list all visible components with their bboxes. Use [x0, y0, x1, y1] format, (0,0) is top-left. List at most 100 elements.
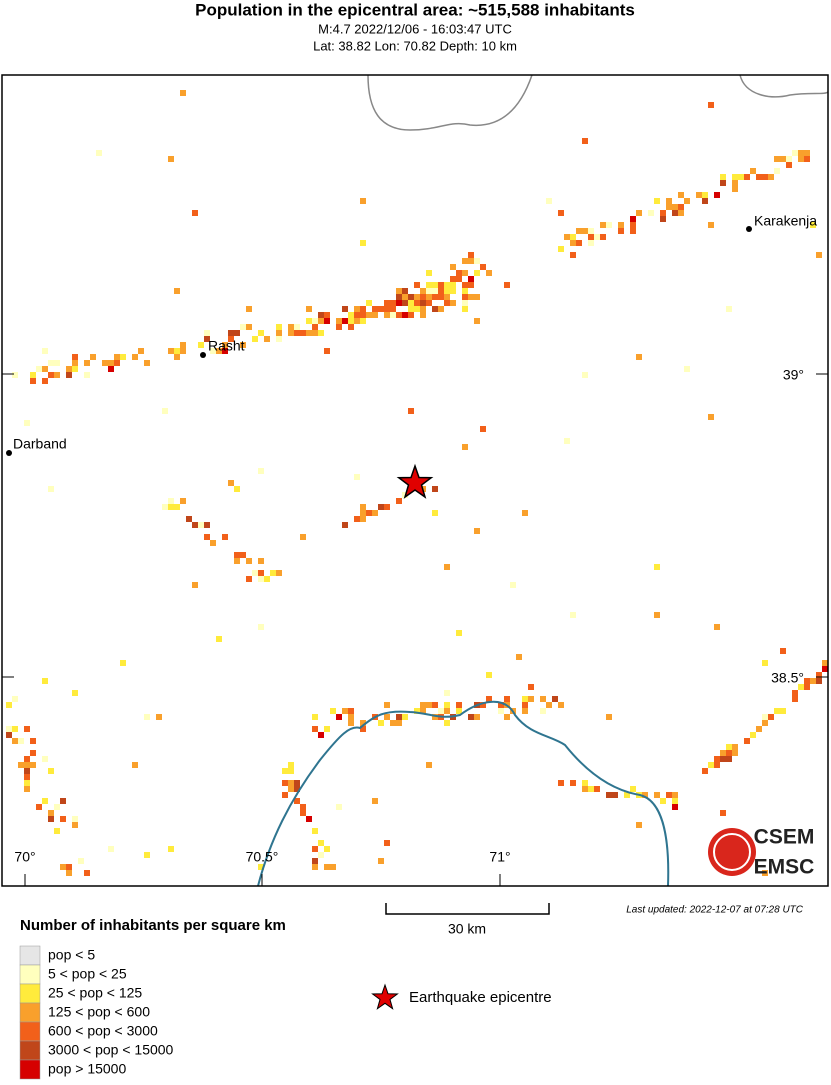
population-cell — [240, 552, 246, 558]
population-cell — [426, 294, 432, 300]
population-cell — [462, 258, 468, 264]
population-cell — [444, 282, 450, 288]
population-cell — [408, 294, 414, 300]
population-cell — [318, 330, 324, 336]
population-cell — [438, 708, 444, 714]
population-cell — [456, 702, 462, 708]
population-cell — [594, 786, 600, 792]
population-cell — [216, 348, 222, 354]
population-cell — [474, 294, 480, 300]
legend-swatch — [19, 945, 41, 966]
population-cell — [444, 720, 450, 726]
population-cell — [222, 342, 228, 348]
population-cell — [438, 294, 444, 300]
population-cell — [432, 486, 438, 492]
population-cell — [378, 504, 384, 510]
population-cell — [54, 828, 60, 834]
population-cell — [438, 282, 444, 288]
population-cell — [48, 486, 54, 492]
population-cell — [108, 366, 114, 372]
legend-star — [371, 983, 399, 1010]
population-cell — [456, 276, 462, 282]
population-cell — [48, 810, 54, 816]
population-cell — [570, 612, 576, 618]
population-cell — [54, 804, 60, 810]
population-cell — [720, 756, 726, 762]
population-cell — [210, 540, 216, 546]
place-label: Darband — [13, 436, 67, 452]
population-cell — [354, 306, 360, 312]
logo: CSEM EMSC — [708, 826, 814, 879]
population-cell — [468, 252, 474, 258]
population-cell — [420, 288, 426, 294]
population-cell — [18, 738, 24, 744]
population-cell — [762, 870, 768, 876]
population-cell — [360, 720, 366, 726]
population-cell — [414, 294, 420, 300]
population-cell — [270, 570, 276, 576]
population-cell — [462, 270, 468, 276]
place-dot — [6, 450, 12, 456]
population-cell — [456, 270, 462, 276]
population-cell — [324, 318, 330, 324]
epicentre — [396, 463, 434, 499]
population-cell — [606, 222, 612, 228]
population-cell — [444, 708, 450, 714]
population-cell — [420, 312, 426, 318]
population-cell — [252, 570, 258, 576]
legend-swatch — [19, 1002, 41, 1023]
population-cell — [444, 300, 450, 306]
population-cell — [804, 156, 810, 162]
population-cell — [174, 348, 180, 354]
population-cell — [462, 306, 468, 312]
population-cell — [516, 654, 522, 660]
population-cell — [474, 258, 480, 264]
population-cell — [726, 744, 732, 750]
population-cell — [246, 576, 252, 582]
population-cell — [402, 288, 408, 294]
population-cell — [660, 216, 666, 222]
population-cell — [234, 486, 240, 492]
population-cell — [780, 648, 786, 654]
population-cell — [504, 696, 510, 702]
population-cell — [168, 498, 174, 504]
population-cell — [780, 156, 786, 162]
population-cell — [318, 312, 324, 318]
population-cell — [630, 786, 636, 792]
population-cell — [540, 708, 546, 714]
population-cell — [288, 768, 294, 774]
population-cell — [582, 138, 588, 144]
place-dot — [200, 352, 206, 358]
population-cell — [420, 300, 426, 306]
population-cell — [6, 726, 12, 732]
population-cell — [168, 504, 174, 510]
river — [257, 700, 670, 887]
population-cell — [432, 282, 438, 288]
population-cell — [588, 228, 594, 234]
population-cell — [396, 498, 402, 504]
population-cell — [306, 330, 312, 336]
population-cell — [174, 504, 180, 510]
population-cell — [588, 234, 594, 240]
population-cell — [132, 354, 138, 360]
population-cell — [414, 300, 420, 306]
population-cell — [348, 324, 354, 330]
population-cell — [246, 558, 252, 564]
population-cell — [762, 720, 768, 726]
population-cell — [360, 504, 366, 510]
population-cell — [78, 858, 84, 864]
population-cell — [426, 270, 432, 276]
population-cell — [396, 312, 402, 318]
population-cell — [258, 330, 264, 336]
population-cell — [288, 786, 294, 792]
population-cell — [804, 684, 810, 690]
population-cell — [324, 846, 330, 852]
population-cell — [432, 306, 438, 312]
population-cell — [396, 714, 402, 720]
legend-swatch — [19, 983, 41, 1004]
population-cell — [258, 468, 264, 474]
population-cell — [414, 306, 420, 312]
population-cell — [474, 318, 480, 324]
population-cell — [174, 354, 180, 360]
